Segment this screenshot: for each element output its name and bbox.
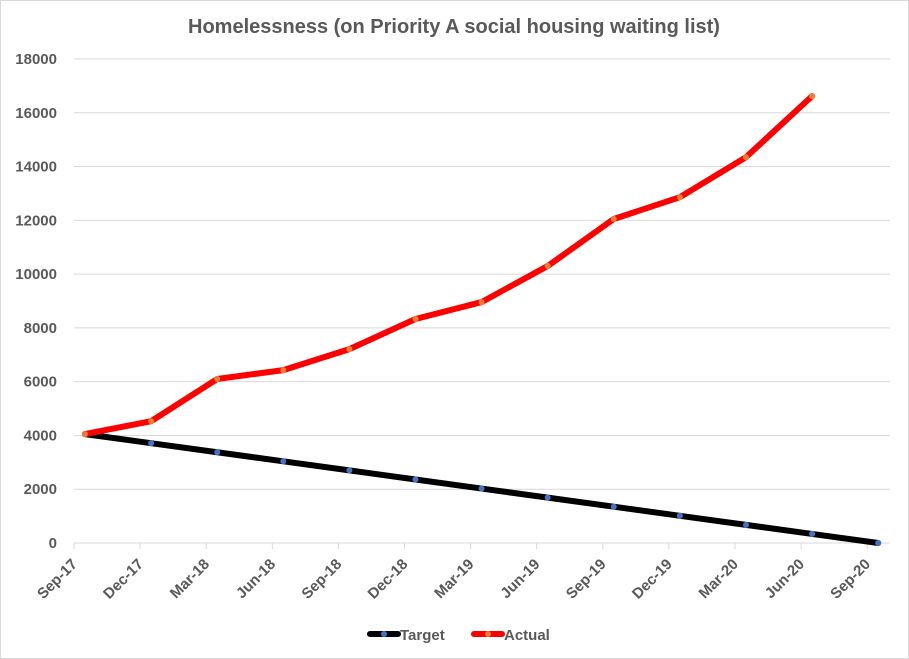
x-tick-label: Dec-18 (365, 556, 412, 603)
x-tick-label: Mar-18 (167, 556, 213, 602)
data-point-actual (148, 418, 155, 425)
x-tick-label: Dec-17 (100, 556, 147, 603)
data-point-actual (809, 93, 816, 100)
x-tick-label: Jun-18 (233, 556, 279, 602)
x-tick-label: Jun-19 (497, 556, 543, 602)
y-tick-label: 6000 (24, 374, 57, 391)
data-point-actual (478, 299, 485, 306)
data-point-actual (610, 215, 617, 222)
data-point-actual (346, 346, 353, 353)
data-point-target (875, 540, 882, 546)
x-tick-label: Mar-19 (431, 556, 477, 602)
data-point-target (610, 503, 617, 510)
y-tick-label: 12000 (15, 212, 57, 229)
legend-label-actual: Actual (504, 627, 550, 644)
data-point-target (412, 476, 419, 483)
x-tick-label: Mar-20 (696, 556, 742, 602)
series-line-actual (82, 93, 816, 438)
y-tick-label: 0 (49, 535, 57, 552)
chart-title: Homelessness (on Priority A social housi… (188, 16, 720, 38)
y-tick-label: 4000 (24, 427, 57, 444)
data-point-target (346, 467, 353, 474)
data-point-actual (743, 154, 749, 161)
y-tick-label: 10000 (15, 266, 57, 283)
x-tick-label: Jun-20 (762, 556, 808, 602)
legend-label-target: Target (400, 627, 445, 644)
x-tick-label: Sep-18 (298, 556, 345, 603)
data-point-target (544, 494, 551, 501)
y-tick-label: 16000 (15, 105, 57, 122)
x-tick-label: Sep-20 (827, 556, 874, 603)
data-point-target (280, 458, 287, 465)
y-tick-label: 14000 (15, 159, 57, 176)
data-point-target (809, 530, 816, 537)
data-point-actual (544, 263, 551, 270)
data-point-actual (214, 375, 221, 382)
data-point-actual (412, 316, 419, 323)
x-tick-label: Dec-19 (629, 556, 676, 603)
data-point-target (676, 512, 683, 519)
y-tick-label: 2000 (24, 481, 57, 498)
data-point-target (478, 485, 485, 492)
data-point-actual (82, 431, 88, 438)
x-tick-label: Sep-19 (563, 556, 610, 603)
x-tick-label: Sep-17 (34, 556, 81, 603)
data-point-actual (676, 194, 683, 201)
y-tick-label: 8000 (24, 320, 57, 337)
data-point-target (214, 449, 221, 456)
data-point-actual (280, 367, 287, 374)
legend-marker-actual (485, 631, 491, 637)
data-point-target (743, 521, 749, 528)
legend-marker-target (381, 631, 387, 637)
data-point-target (148, 440, 155, 447)
y-tick-label: 18000 (15, 51, 57, 68)
